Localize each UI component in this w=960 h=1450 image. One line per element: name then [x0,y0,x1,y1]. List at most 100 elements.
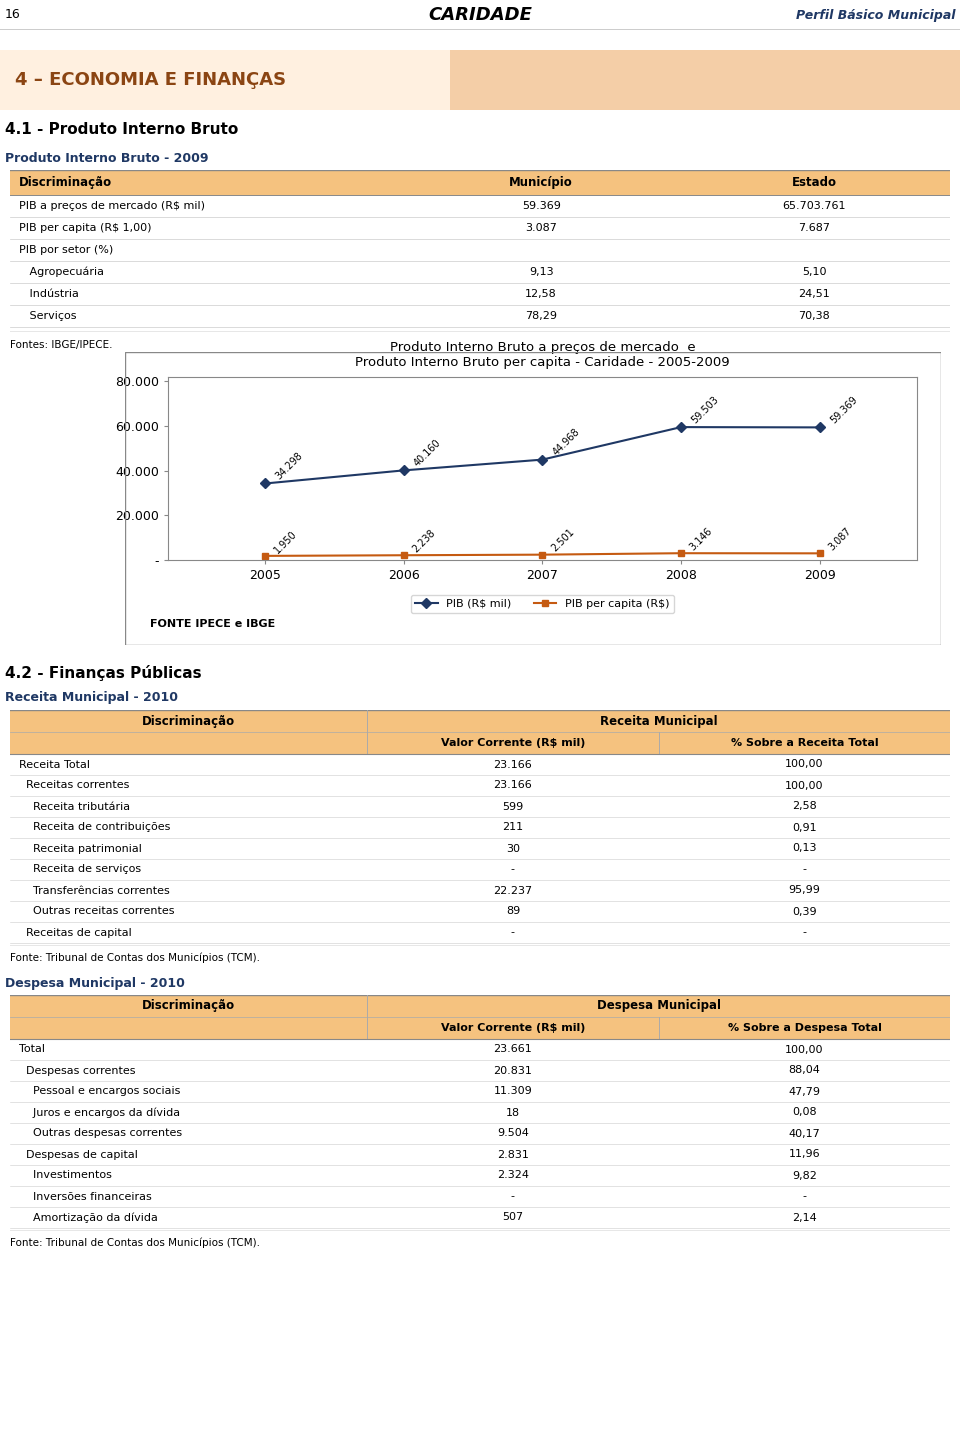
Text: 16: 16 [5,9,21,22]
Text: 599: 599 [502,802,523,812]
Text: FONTE IPECE e IBGE: FONTE IPECE e IBGE [151,619,276,629]
FancyBboxPatch shape [10,1122,950,1144]
Text: 65.703.761: 65.703.761 [782,202,846,212]
Text: 78,29: 78,29 [525,310,557,320]
Text: 11.309: 11.309 [493,1086,532,1096]
FancyBboxPatch shape [10,816,950,838]
Text: Despesa Municipal: Despesa Municipal [597,999,721,1012]
Text: 12,58: 12,58 [525,289,557,299]
Text: 2.324: 2.324 [497,1170,529,1180]
Text: Serviços: Serviços [19,310,77,320]
Text: Receita Municipal - 2010: Receita Municipal - 2010 [5,692,178,705]
Text: 211: 211 [502,822,523,832]
Text: 2.831: 2.831 [497,1150,529,1160]
Text: 11,96: 11,96 [789,1150,821,1160]
Text: 70,38: 70,38 [798,310,829,320]
FancyBboxPatch shape [10,170,950,194]
Text: 9,13: 9,13 [529,267,554,277]
Text: 18: 18 [506,1108,520,1118]
Text: 9.504: 9.504 [497,1128,529,1138]
Text: 5,10: 5,10 [802,267,827,277]
Text: 507: 507 [502,1212,523,1222]
Text: -: - [511,928,515,938]
Text: Outras despesas correntes: Outras despesas correntes [19,1128,182,1138]
Text: 23.166: 23.166 [493,780,532,790]
Text: -: - [803,1192,806,1202]
Text: 44.968: 44.968 [551,426,582,457]
Text: -: - [803,864,806,874]
Text: 3.087: 3.087 [525,223,557,233]
Text: Receita tributária: Receita tributária [19,802,131,812]
FancyBboxPatch shape [10,710,950,732]
Text: Outras receitas correntes: Outras receitas correntes [19,906,175,916]
Text: Produto Interno Bruto - 2009: Produto Interno Bruto - 2009 [5,152,208,165]
Text: Despesa Municipal - 2010: Despesa Municipal - 2010 [5,976,185,989]
Text: -: - [803,928,806,938]
Text: CARIDADE: CARIDADE [428,6,532,25]
Text: Inversões financeiras: Inversões financeiras [19,1192,152,1202]
Text: % Sobre a Despesa Total: % Sobre a Despesa Total [728,1024,881,1032]
Text: Discriminação: Discriminação [19,175,112,188]
FancyBboxPatch shape [10,796,950,816]
FancyBboxPatch shape [10,1060,950,1082]
FancyBboxPatch shape [450,49,960,110]
FancyBboxPatch shape [10,1186,950,1206]
Text: % Sobre a Receita Total: % Sobre a Receita Total [731,738,878,748]
Text: Despesas de capital: Despesas de capital [19,1150,138,1160]
Text: 59.503: 59.503 [689,394,720,425]
FancyBboxPatch shape [10,1016,950,1040]
Text: Receita de contribuições: Receita de contribuições [19,822,170,832]
FancyBboxPatch shape [10,995,950,1016]
FancyBboxPatch shape [10,1206,950,1228]
Text: Juros e encargos da dívida: Juros e encargos da dívida [19,1108,180,1118]
Text: Estado: Estado [791,175,836,188]
FancyBboxPatch shape [10,922,950,943]
Text: Perfil Básico Municipal: Perfil Básico Municipal [796,9,955,22]
FancyBboxPatch shape [10,194,950,218]
Text: Receita de serviços: Receita de serviços [19,864,141,874]
Text: 3.087: 3.087 [827,526,853,552]
FancyBboxPatch shape [10,1040,950,1060]
FancyBboxPatch shape [10,880,950,900]
Text: Receita patrimonial: Receita patrimonial [19,844,142,854]
Text: Fonte: Tribunal de Contas dos Municípios (TCM).: Fonte: Tribunal de Contas dos Municípios… [10,1238,259,1248]
FancyBboxPatch shape [10,218,950,239]
Text: Fonte: Tribunal de Contas dos Municípios (TCM).: Fonte: Tribunal de Contas dos Municípios… [10,953,259,963]
Text: 2,58: 2,58 [792,802,817,812]
Text: 23.661: 23.661 [493,1044,532,1054]
Text: Total: Total [19,1044,45,1054]
Text: 20.831: 20.831 [493,1066,533,1076]
Text: PIB per capita (R$ 1,00): PIB per capita (R$ 1,00) [19,223,152,233]
Text: 30: 30 [506,844,520,854]
Text: 88,04: 88,04 [788,1066,821,1076]
Title: Produto Interno Bruto a preços de mercado  e
Produto Interno Bruto per capita - : Produto Interno Bruto a preços de mercad… [355,341,730,368]
Text: -: - [511,864,515,874]
Text: 89: 89 [506,906,520,916]
Text: 23.166: 23.166 [493,760,532,770]
FancyBboxPatch shape [10,261,950,283]
FancyBboxPatch shape [10,838,950,858]
Text: 2.501: 2.501 [549,528,576,554]
Text: 4 – ECONOMIA E FINANÇAS: 4 – ECONOMIA E FINANÇAS [15,71,286,88]
Text: Indústria: Indústria [19,289,79,299]
Text: 7.687: 7.687 [798,223,830,233]
Text: Fontes: IBGE/IPECE.: Fontes: IBGE/IPECE. [10,339,112,349]
Text: 9,82: 9,82 [792,1170,817,1180]
Text: 47,79: 47,79 [788,1086,821,1096]
FancyBboxPatch shape [10,283,950,304]
Text: Amortização da dívida: Amortização da dívida [19,1212,157,1222]
FancyBboxPatch shape [10,1164,950,1186]
Text: 40,17: 40,17 [789,1128,821,1138]
Text: Despesas correntes: Despesas correntes [19,1066,135,1076]
FancyBboxPatch shape [10,1144,950,1164]
Text: PIB por setor (%): PIB por setor (%) [19,245,113,255]
Text: 22.237: 22.237 [493,886,533,896]
FancyBboxPatch shape [10,732,950,754]
FancyBboxPatch shape [10,1102,950,1122]
Text: 95,99: 95,99 [788,886,821,896]
FancyBboxPatch shape [10,754,950,774]
Text: Transferências correntes: Transferências correntes [19,886,170,896]
FancyBboxPatch shape [10,304,950,328]
Text: 0,39: 0,39 [792,906,817,916]
Text: 40.160: 40.160 [412,438,443,468]
